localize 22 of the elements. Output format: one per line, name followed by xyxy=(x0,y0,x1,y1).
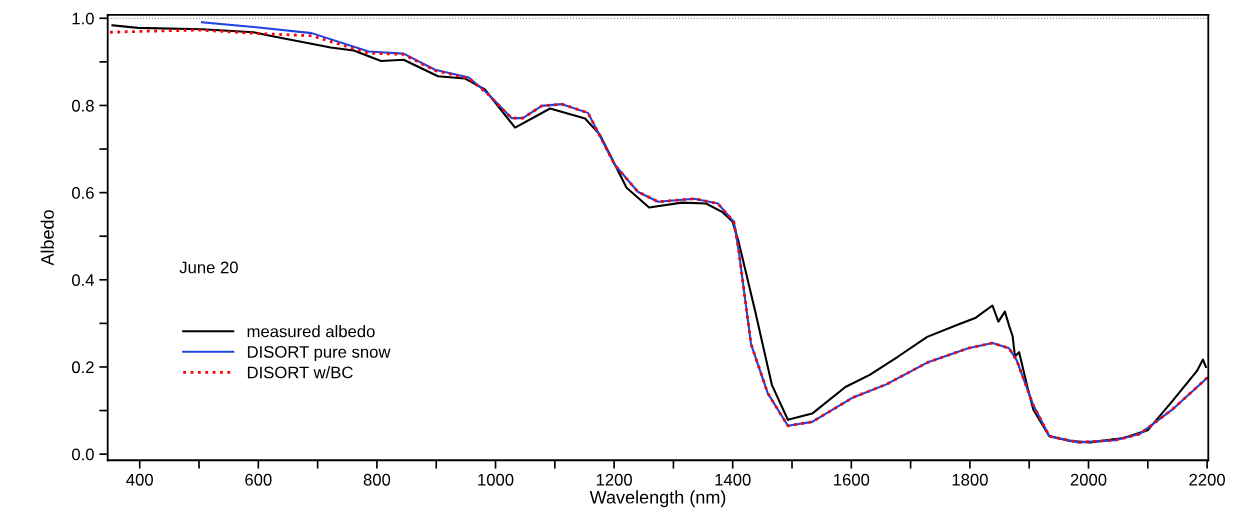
legend-label: measured albedo xyxy=(247,325,375,338)
x-tick-label: 2200 xyxy=(1189,473,1225,486)
annotation: June 20 xyxy=(179,261,238,274)
y-tick-label: 0.4 xyxy=(72,274,95,286)
x-tick-label: 1000 xyxy=(478,473,514,486)
y-tick-label: 0.6 xyxy=(72,187,94,199)
x-tick-label: 600 xyxy=(245,473,272,486)
y-tick-label: 1.0 xyxy=(72,12,94,25)
x-tick-label: 2000 xyxy=(1070,473,1107,486)
x-tick-label: 400 xyxy=(126,473,153,486)
y-tick-label: 0.8 xyxy=(72,99,94,112)
x-tick-label: 1200 xyxy=(596,473,632,486)
x-tick-label: 1400 xyxy=(715,473,751,486)
y-axis-title: Albedo xyxy=(40,210,54,266)
x-axis-title: Wavelength (nm) xyxy=(589,490,726,508)
legend-label: DISORT pure snow xyxy=(247,346,391,362)
y-tick-label: 0.2 xyxy=(72,361,94,374)
legend-label: DISORT w/BC xyxy=(247,366,353,379)
x-tick-label: 800 xyxy=(363,473,391,486)
x-tick-label: 1800 xyxy=(952,473,988,486)
y-tick-label: 0.0 xyxy=(72,448,94,461)
x-tick-label: 1600 xyxy=(834,473,870,486)
